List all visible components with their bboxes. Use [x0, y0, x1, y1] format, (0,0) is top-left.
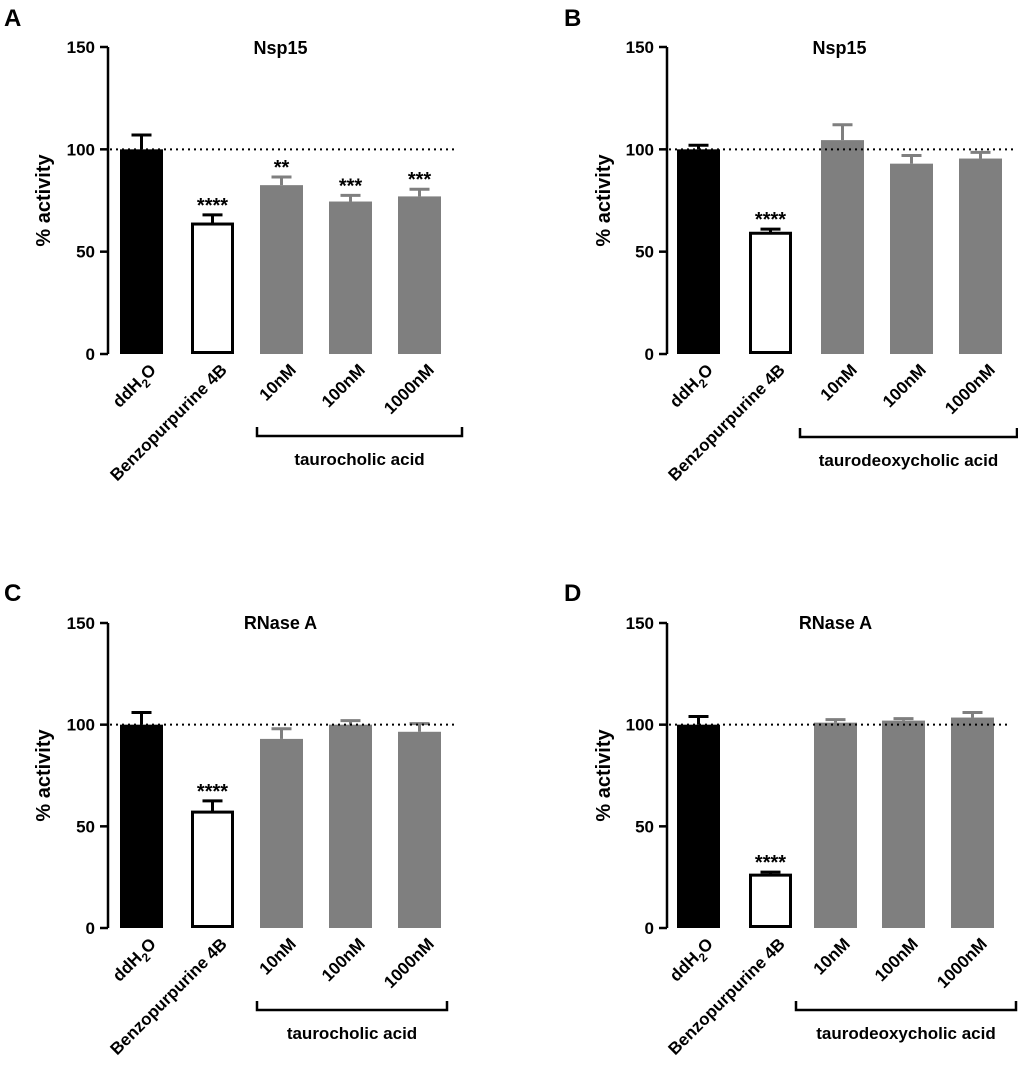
y-tick-label: 100 — [626, 140, 654, 159]
significance-label: **** — [755, 852, 786, 874]
x-tick-label: 1000nM — [380, 360, 438, 418]
bar — [677, 149, 720, 354]
group-bracket — [255, 427, 464, 438]
bar — [890, 163, 933, 354]
y-tick-label: 50 — [76, 243, 95, 262]
y-tick-label: 100 — [67, 716, 95, 735]
y-tick-label: 100 — [626, 716, 654, 735]
bar — [260, 185, 303, 354]
y-axis-label: % activity — [593, 728, 615, 821]
y-tick-label: 100 — [67, 140, 95, 159]
chart-title: Nsp15 — [253, 38, 307, 58]
x-tick-label: Benzopurpurine 4B — [665, 934, 789, 1058]
group-label: taurocholic acid — [294, 450, 424, 469]
significance-label: ** — [274, 157, 290, 179]
chart-title: RNase A — [799, 613, 872, 633]
x-tick-label: Benzopurpurine 4B — [665, 360, 789, 484]
x-tick-label: 100nM — [318, 360, 369, 411]
y-tick-label: 0 — [645, 919, 654, 938]
significance-label: *** — [408, 169, 432, 191]
panel-d: D RNase A % activity 0 50 100 150 ddH2O **** Benz… — [564, 580, 1018, 1059]
y-axis-label: % activity — [593, 153, 615, 246]
bar — [959, 158, 1002, 354]
x-tick-label: 100nM — [879, 360, 930, 411]
significance-label: **** — [755, 209, 786, 231]
y-tick-label: 50 — [635, 243, 654, 262]
y-tick-label: 150 — [67, 38, 95, 57]
chart-title: RNase A — [244, 613, 317, 633]
significance-label: **** — [197, 781, 228, 803]
panel-label: D — [564, 580, 581, 607]
group-bracket — [255, 1001, 449, 1012]
panel-c: C RNase A % activity 0 50 100 150 ddH2O **** Benz… — [4, 580, 455, 1059]
bar — [814, 722, 857, 928]
y-axis-label: % activity — [33, 728, 55, 821]
x-tick-label: 100nM — [318, 934, 369, 985]
y-tick-label: 50 — [76, 817, 95, 836]
bar — [260, 738, 303, 928]
bar — [398, 196, 441, 354]
y-axis-label: % activity — [33, 153, 55, 246]
x-tick-label: 1000nM — [941, 360, 999, 418]
x-tick-label: 10nM — [256, 934, 300, 978]
bar — [329, 201, 372, 354]
y-tick-label: 0 — [86, 345, 95, 364]
bar — [398, 731, 441, 928]
group-label: taurocholic acid — [287, 1024, 417, 1043]
y-tick-label: 150 — [67, 614, 95, 633]
x-tick-label: 10nM — [256, 360, 300, 404]
y-tick-label: 50 — [635, 817, 654, 836]
x-tick-label: ddH2O — [666, 934, 720, 988]
y-tick-label: 0 — [645, 345, 654, 364]
x-tick-label: ddH2O — [109, 360, 163, 414]
y-tick-label: 0 — [86, 919, 95, 938]
y-tick-label: 150 — [626, 38, 654, 57]
bar — [329, 724, 372, 928]
bar — [749, 231, 792, 355]
bar — [191, 222, 234, 354]
x-tick-label: ddH2O — [666, 360, 720, 414]
significance-label: *** — [339, 175, 363, 197]
bar — [821, 140, 864, 354]
x-tick-label: 1000nM — [380, 934, 438, 992]
significance-label: **** — [197, 195, 228, 217]
panel-label: B — [564, 5, 581, 32]
x-tick-label: 10nM — [817, 360, 861, 404]
x-tick-label: 100nM — [871, 934, 922, 985]
group-label: taurodeoxycholic acid — [816, 1024, 996, 1043]
y-tick-label: 150 — [626, 614, 654, 633]
bar — [120, 724, 163, 928]
panel-label: A — [4, 5, 21, 32]
x-tick-label: Benzopurpurine 4B — [107, 934, 231, 1058]
bar — [677, 724, 720, 928]
group-bracket — [798, 428, 1018, 439]
bar — [882, 720, 925, 928]
chart-title: Nsp15 — [812, 38, 866, 58]
x-tick-label: ddH2O — [109, 934, 163, 988]
bar — [120, 149, 163, 354]
bar — [749, 873, 792, 928]
panel-label: C — [4, 580, 21, 607]
panel-a: A Nsp15 % activity 0 50 100 150 ddH2O **** Benzop… — [4, 5, 464, 485]
x-tick-label: Benzopurpurine 4B — [107, 360, 231, 484]
x-tick-label: 10nM — [810, 934, 854, 978]
group-bracket — [794, 1001, 1018, 1012]
panel-b: B Nsp15 % activity 0 50 100 150 ddH2O **** Benzop… — [564, 5, 1018, 485]
bar — [951, 717, 994, 928]
x-tick-label: 1000nM — [933, 934, 991, 992]
group-label: taurodeoxycholic acid — [819, 451, 999, 470]
bar — [191, 810, 234, 929]
